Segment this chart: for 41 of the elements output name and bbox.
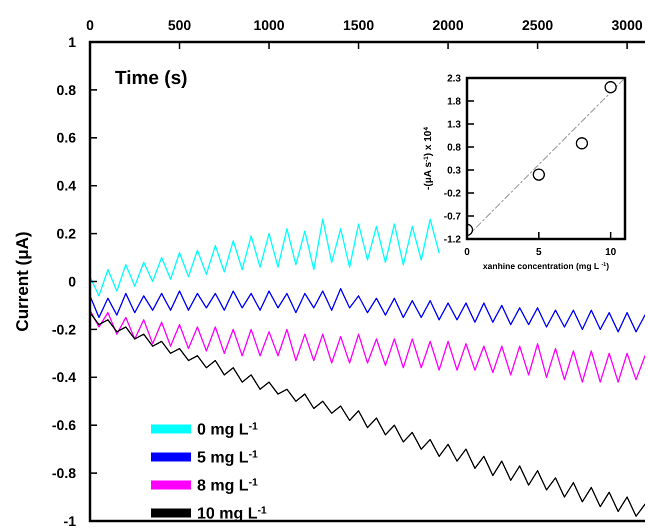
y-tick-label: -0.2: [52, 321, 76, 338]
y-tick-label: 0.3: [447, 166, 462, 176]
y-tick-label: 0.2: [56, 226, 76, 242]
y-tick-label: -0.7: [444, 212, 462, 222]
x-tick-label: 0: [464, 247, 470, 258]
x-tick-label: 3000: [612, 17, 643, 33]
y-tick-label: 1.8: [447, 96, 462, 108]
y-tick-label: 0: [68, 273, 76, 290]
x-axis-title: Time (s): [115, 68, 188, 89]
x-tick-label: 1500: [342, 17, 374, 33]
y-tick-label: 0.6: [56, 130, 76, 146]
x-tick-label: 5: [536, 247, 542, 258]
line-series: [90, 288, 645, 332]
y-tick-label: 0.8: [447, 142, 462, 154]
y-tick-label: -1: [64, 512, 76, 529]
y-tick-label: 1: [68, 34, 76, 50]
y-tick-label: -0.4: [52, 369, 76, 386]
legend-label: 5 mg L$^{-1}$: [197, 449, 258, 467]
x-tick-label: 10: [605, 247, 617, 258]
legend-label: 8 mg L$^{-1}$: [197, 477, 258, 495]
x-tick-label: 2500: [522, 17, 554, 33]
y-tick-label: 2.3: [447, 74, 462, 84]
x-tick-label: 2000: [432, 17, 464, 33]
y-tick-label: -0.2: [444, 188, 462, 200]
y-axis-title: Current (μA): [13, 231, 32, 332]
y-tick-label: 0.4: [56, 178, 76, 194]
x-tick-label: 500: [168, 17, 192, 33]
line-series: [90, 218, 440, 297]
legend-label: 0 mg L$^{-1}$: [197, 421, 258, 439]
y-tick-label: -0.6: [52, 417, 76, 434]
point: [604, 81, 617, 94]
y-tick-label: 0.8: [56, 82, 76, 98]
x-axis-title: xanhine concentration (mg L $^{-1}$): [482, 261, 610, 271]
y-tick-label: -1.2: [444, 234, 462, 246]
line-series: [90, 310, 645, 383]
x-tick-label: 0: [86, 17, 94, 33]
x-tick-label: 1000: [253, 17, 285, 33]
y-tick-label: 1.3: [447, 120, 462, 130]
y-tick-label: -0.8: [52, 465, 76, 481]
point: [532, 168, 545, 181]
point: [576, 137, 588, 150]
